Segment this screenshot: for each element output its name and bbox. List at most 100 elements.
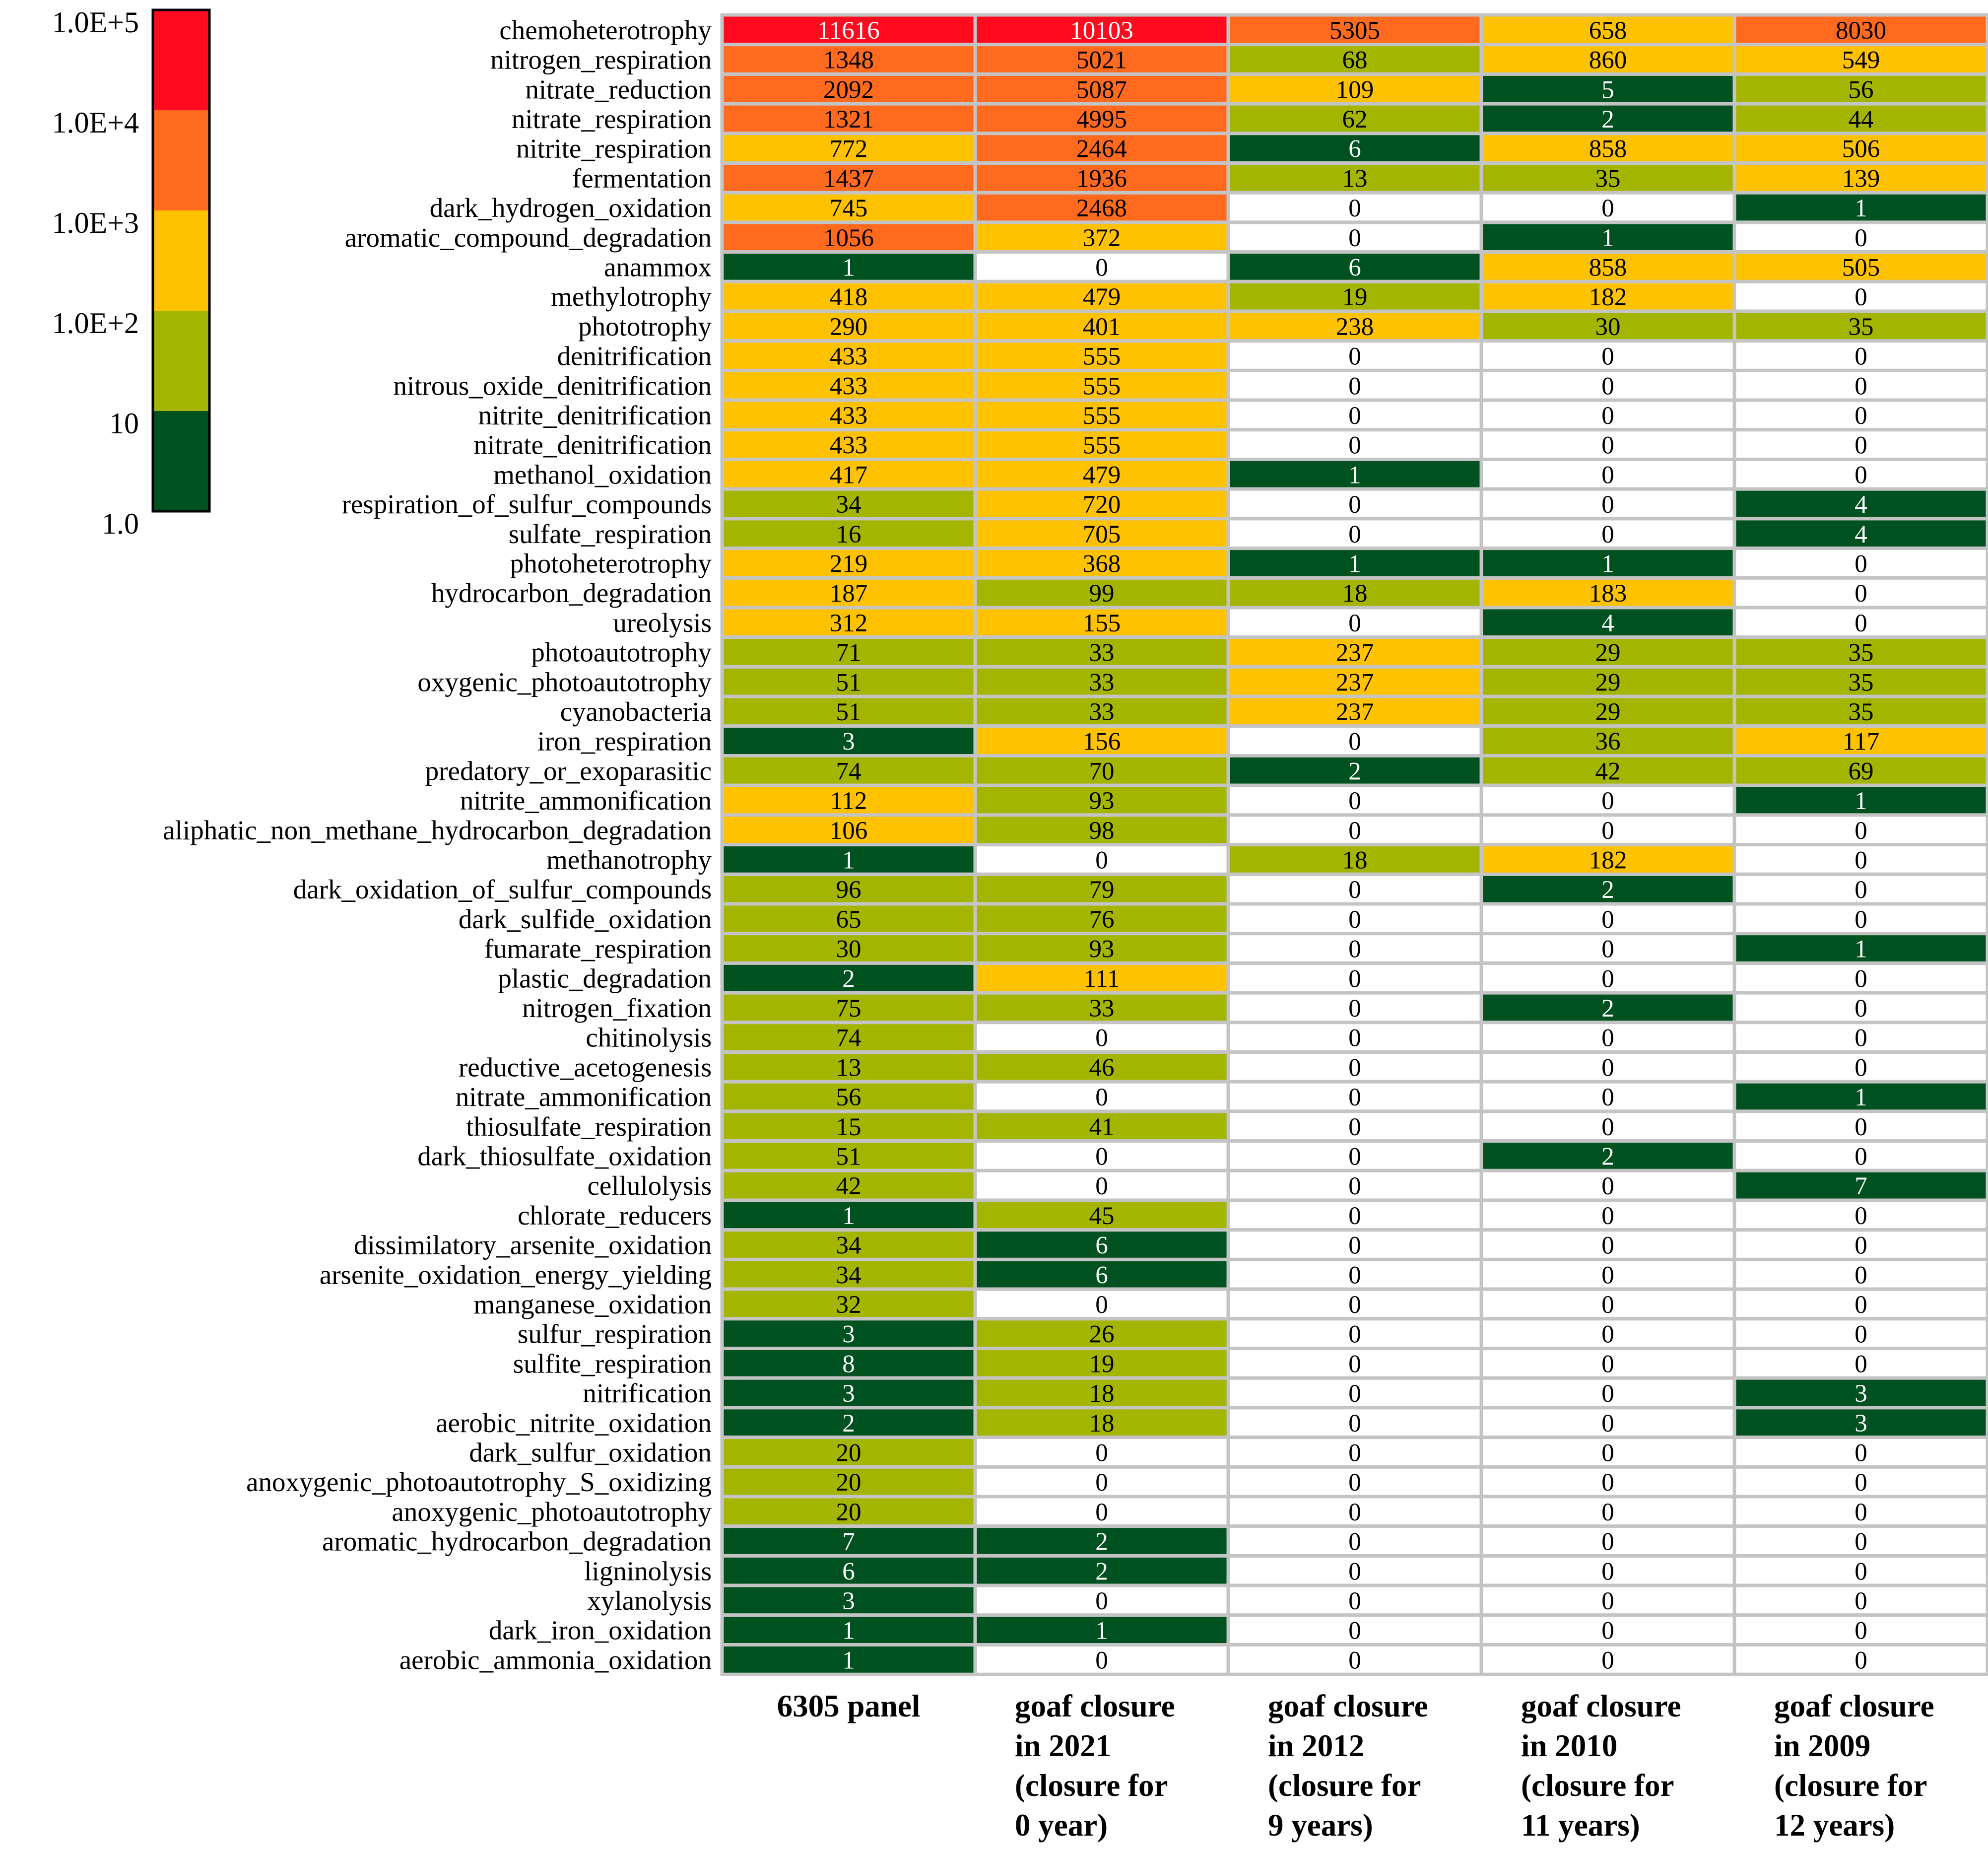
cell-value: 372 (1083, 224, 1121, 252)
cell-value: 0 (1601, 1054, 1614, 1082)
heatmap-cell (1732, 665, 1988, 698)
cell-value: 237 (1336, 698, 1374, 726)
heatmap-cell (720, 813, 977, 847)
heatmap-cell (1479, 902, 1736, 936)
row-label-nitrogen-respiration: nitrogen_respiration (490, 45, 712, 75)
row-label-nitrate-reduction: nitrate_reduction (525, 74, 712, 104)
cell-value: 15 (836, 1113, 861, 1141)
legend-swatch (153, 210, 209, 311)
cell-value: 33 (1089, 698, 1115, 726)
cell-value: 433 (830, 402, 868, 430)
cell-value: 2 (1095, 1558, 1108, 1585)
heatmap-cell (973, 102, 1230, 136)
cell-value: 0 (1855, 580, 1867, 608)
row-label-methylotrophy: methylotrophy (551, 281, 712, 312)
heatmap-cell (1732, 724, 1988, 758)
heatmap-cell (1226, 279, 1483, 313)
cell-value: 1 (842, 1646, 855, 1674)
heatmap-cell (973, 339, 1230, 372)
cell-value: 71 (836, 639, 861, 667)
row-label-dissimilatory-arsenite-oxidation: dissimilatory_arsenite_oxidation (354, 1230, 712, 1260)
legend-swatch (153, 411, 209, 511)
cell-value: 74 (836, 757, 861, 785)
heatmap-cell (973, 1613, 1230, 1647)
cell-value: 0 (1601, 1380, 1614, 1408)
heatmap-cell (720, 665, 977, 698)
cell-value: 35 (1849, 698, 1874, 726)
cell-value: 29 (1595, 669, 1621, 696)
cell-value: 2 (1348, 757, 1361, 785)
cell-value: 1 (842, 254, 855, 281)
cell-value: 6 (1348, 136, 1361, 163)
row-label-phototrophy: phototrophy (578, 311, 712, 342)
cell-value: 10103 (1070, 17, 1133, 45)
heatmap-cell (1226, 1643, 1483, 1676)
cell-value: 0 (1855, 550, 1867, 578)
legend-tick-label: 1.0 (102, 507, 139, 540)
cell-value: 29 (1595, 698, 1621, 726)
cell-value: 0 (1855, 610, 1867, 637)
cell-value: 0 (1601, 817, 1614, 845)
cell-value: 0 (1095, 1084, 1108, 1111)
cell-value: 56 (1849, 76, 1874, 104)
cell-value: 0 (1855, 1646, 1867, 1674)
row-labels: chemoheterotrophynitrogen_respirationnit… (163, 15, 712, 1675)
legend-tick-label: 1.0E+3 (52, 206, 139, 239)
heatmap-cell (1732, 250, 1988, 283)
cell-value: 3 (842, 1321, 855, 1349)
cell-value: 98 (1089, 817, 1115, 845)
cell-value: 1 (1601, 224, 1614, 252)
heatmap-cell (1479, 1465, 1736, 1499)
heatmap-cell (1732, 1465, 1988, 1499)
cell-value: 13 (836, 1054, 861, 1082)
cell-value: 433 (830, 372, 868, 400)
cell-value: 0 (1348, 1646, 1361, 1674)
cell-value: 417 (830, 461, 868, 489)
cell-value: 0 (1601, 1499, 1614, 1526)
heatmap-cell (1226, 991, 1483, 1025)
cell-value: 0 (1855, 1143, 1867, 1170)
cell-value: 20 (836, 1439, 861, 1467)
cell-value: 3 (842, 728, 855, 756)
cell-value: 2 (1095, 1528, 1108, 1556)
cell-value: 0 (1855, 846, 1867, 874)
cell-value: 0 (1855, 1202, 1867, 1230)
row-label-aerobic-ammonia-oxidation: aerobic_ammonia_oxidation (399, 1644, 712, 1675)
heatmap-cell (720, 576, 977, 610)
row-label-anammox: anammox (604, 252, 712, 282)
cell-value: 219 (830, 550, 868, 578)
cell-value: 0 (1348, 906, 1361, 934)
column-label-line: (closure for (1521, 1768, 1674, 1803)
cell-value: 0 (1601, 1232, 1614, 1260)
heatmap-cell (1226, 813, 1483, 847)
heatmap-cell (973, 398, 1230, 432)
cell-value: 0 (1348, 1084, 1361, 1111)
cell-value: 1 (1348, 550, 1361, 578)
cell-value: 2 (842, 1410, 855, 1438)
row-label-sulfur-respiration: sulfur_respiration (518, 1319, 712, 1349)
cell-value: 433 (830, 343, 868, 371)
cell-value: 0 (1095, 1025, 1108, 1052)
heatmap-cell (1479, 220, 1736, 254)
cell-value: 0 (1855, 965, 1867, 993)
cell-value: 858 (1589, 136, 1627, 163)
heatmap-cell (720, 43, 977, 76)
heatmap-cell (1732, 694, 1988, 728)
cell-value: 368 (1083, 550, 1121, 578)
heatmap-cell (1732, 368, 1988, 402)
row-label-dark-oxidation-of-sulfur-compounds: dark_oxidation_of_sulfur_compounds (293, 874, 712, 904)
cell-value: 0 (1855, 402, 1867, 430)
cell-value: 4 (1855, 521, 1867, 548)
heatmap-cell (973, 72, 1230, 106)
heatmap-cell (1479, 961, 1736, 995)
cell-value: 51 (836, 698, 861, 726)
heatmap-cell (1732, 1228, 1988, 1261)
heatmap-cell (720, 1021, 977, 1054)
row-label-aromatic-compound-degradation: aromatic_compound_degradation (345, 222, 712, 253)
cell-value: 1348 (823, 47, 874, 74)
heatmap-cell (973, 161, 1230, 195)
column-labels: 6305 panel goaf closure in 2021 (closure fo… (777, 1689, 1934, 1843)
cell-value: 0 (1601, 906, 1614, 934)
heatmap-cell (1732, 1554, 1988, 1587)
